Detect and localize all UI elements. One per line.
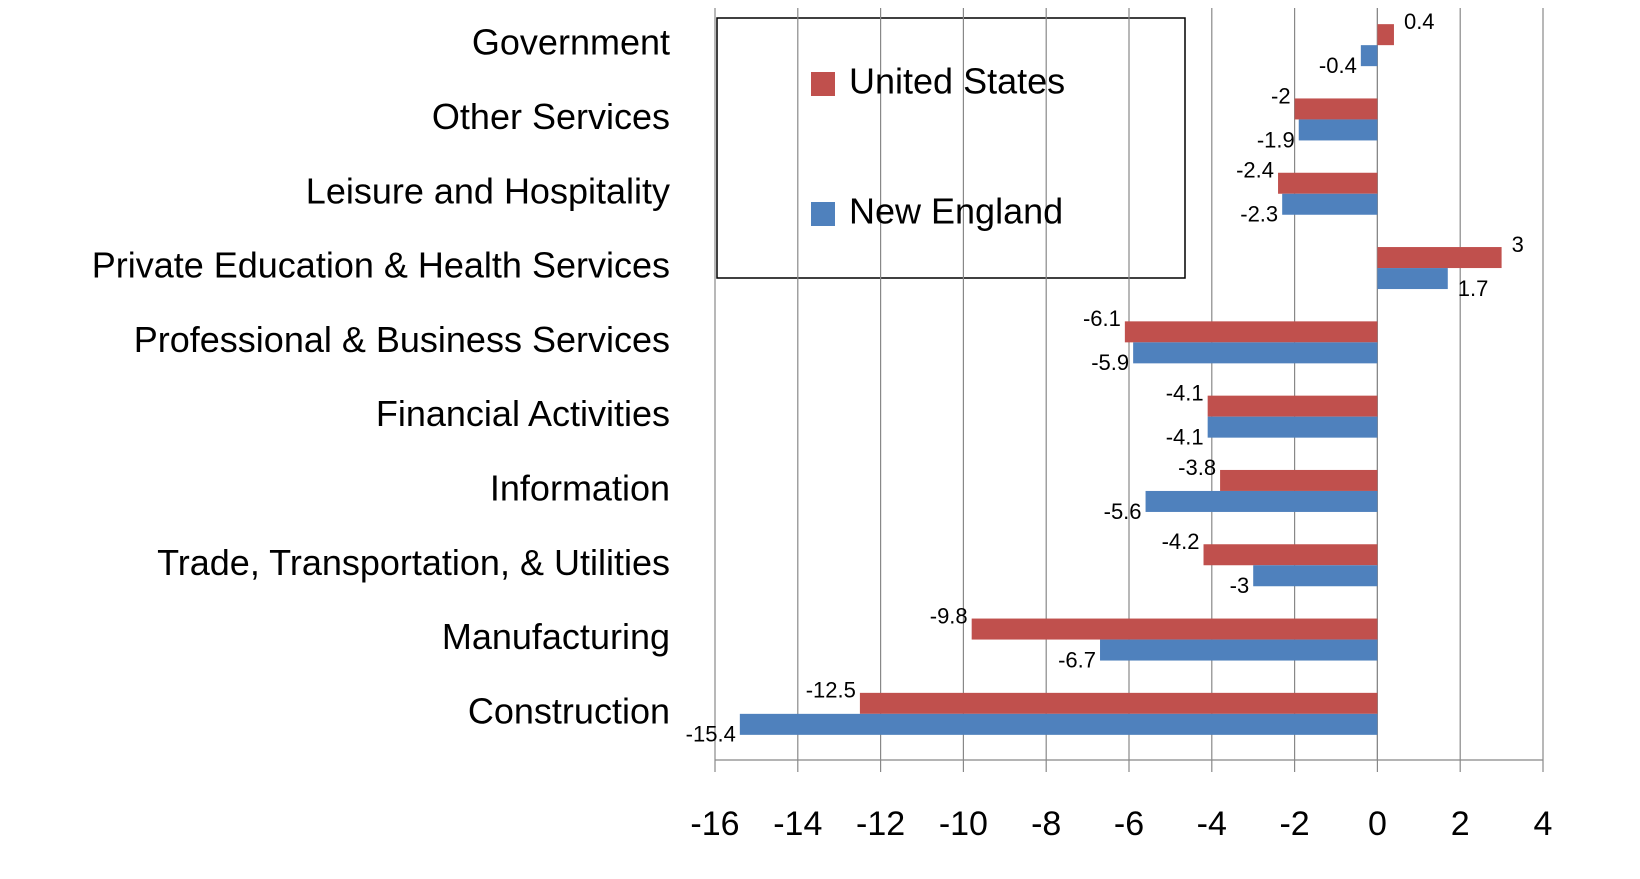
data-label: -15.4 xyxy=(686,722,736,747)
data-label: -4.2 xyxy=(1162,529,1200,554)
data-label: -6.1 xyxy=(1083,306,1121,331)
data-label: -2 xyxy=(1271,83,1291,108)
x-tick-label: -6 xyxy=(1114,805,1144,843)
bar xyxy=(1377,247,1502,269)
data-label: -4.1 xyxy=(1166,380,1204,405)
x-tick-label: -16 xyxy=(690,805,739,843)
data-label: -6.7 xyxy=(1058,647,1096,672)
data-label: -4.1 xyxy=(1166,424,1204,449)
category-label: Other Services xyxy=(432,96,670,137)
legend-label: New England xyxy=(849,191,1063,232)
bar xyxy=(1360,45,1378,67)
x-tick-label: -2 xyxy=(1279,805,1309,843)
data-label: -2.4 xyxy=(1236,158,1274,183)
bar xyxy=(1294,98,1378,120)
bar xyxy=(1298,119,1378,141)
data-label: -5.6 xyxy=(1104,499,1142,524)
data-label: -0.4 xyxy=(1319,53,1357,78)
data-label: -2.3 xyxy=(1240,202,1278,227)
x-tick-label: -14 xyxy=(773,805,822,843)
bar xyxy=(1145,490,1378,512)
bar xyxy=(1207,416,1378,438)
legend-label: United States xyxy=(849,61,1065,102)
bar xyxy=(1377,24,1394,46)
bar xyxy=(859,692,1378,714)
data-label: -1.9 xyxy=(1257,127,1295,152)
category-label: Financial Activities xyxy=(376,393,670,434)
category-label: Leisure and Hospitality xyxy=(306,170,670,211)
x-tick-label: 0 xyxy=(1368,805,1387,843)
data-label: -3 xyxy=(1230,573,1250,598)
bar xyxy=(971,618,1378,640)
x-tick-label: -12 xyxy=(856,805,905,843)
bar xyxy=(1282,193,1378,215)
data-label: 3 xyxy=(1512,232,1524,257)
category-label: Construction xyxy=(468,690,670,731)
data-label: 1.7 xyxy=(1458,276,1489,301)
category-label: Professional & Business Services xyxy=(134,319,670,360)
category-label: Information xyxy=(490,467,670,508)
bar xyxy=(1278,172,1378,194)
bar xyxy=(1220,469,1378,491)
category-label: Government xyxy=(472,22,670,63)
bar xyxy=(1253,565,1378,587)
category-label: Manufacturing xyxy=(442,616,670,657)
category-label: Trade, Transportation, & Utilities xyxy=(157,542,670,583)
x-tick-label: -8 xyxy=(1031,805,1061,843)
category-label: Private Education & Health Services xyxy=(92,245,670,286)
data-label: -12.5 xyxy=(806,678,856,703)
bar xyxy=(1100,639,1378,661)
bar xyxy=(1124,321,1378,343)
x-tick-label: -10 xyxy=(939,805,988,843)
legend-swatch xyxy=(811,202,835,226)
data-label: -9.8 xyxy=(930,603,968,628)
x-tick-label: 2 xyxy=(1451,805,1470,843)
legend-swatch xyxy=(811,72,835,96)
bar xyxy=(1133,342,1378,364)
data-label: -5.9 xyxy=(1091,350,1129,375)
data-label: 0.4 xyxy=(1404,9,1435,34)
bar xyxy=(1207,395,1378,417)
bar xyxy=(1203,544,1378,566)
bar xyxy=(739,713,1378,735)
legend-box xyxy=(716,17,1186,279)
x-tick-label: 4 xyxy=(1534,805,1553,843)
bar xyxy=(1377,268,1448,290)
data-label: -3.8 xyxy=(1178,455,1216,480)
x-tick-label: -4 xyxy=(1197,805,1227,843)
